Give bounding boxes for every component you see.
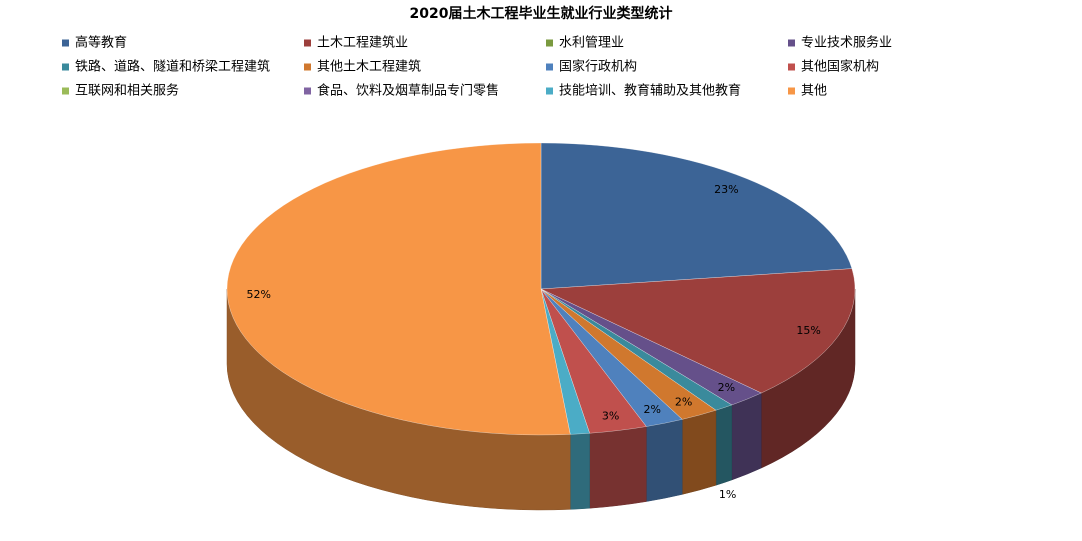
- chart-title: 2020届土木工程毕业生就业行业类型统计: [410, 5, 673, 22]
- legend-label: 食品、饮料及烟草制品专门零售: [317, 83, 499, 99]
- slice-side: [731, 392, 762, 481]
- legend-swatch: [788, 87, 795, 95]
- legend-swatch: [546, 87, 553, 95]
- legend-label: 技能培训、教育辅助及其他教育: [559, 83, 741, 99]
- slice: [540, 268, 856, 394]
- slice: [226, 142, 571, 436]
- legend-label: 其他: [801, 84, 827, 99]
- legend-swatch: [62, 87, 69, 95]
- legend-swatch: [304, 87, 311, 95]
- legend-label: 高等教育: [75, 35, 127, 51]
- legend-swatch: [304, 39, 311, 47]
- legend-swatch: [788, 63, 795, 71]
- data-label: 2%: [675, 395, 692, 408]
- legend-swatch: [546, 39, 553, 47]
- legend-swatch: [62, 63, 69, 71]
- legend-swatch: [62, 39, 69, 47]
- legend-label: 水利管理业: [559, 36, 624, 51]
- data-label: 2%: [643, 403, 660, 416]
- slice-side: [715, 404, 733, 486]
- slice-side: [681, 409, 717, 495]
- legend-label: 其他土木工程建筑: [317, 59, 421, 75]
- data-label: 3%: [602, 409, 619, 422]
- legend-swatch: [304, 63, 311, 71]
- legend-label: 互联网和相关服务: [75, 83, 179, 99]
- legend-label: 国家行政机构: [559, 59, 637, 75]
- slice: [540, 142, 853, 290]
- slice-side: [646, 419, 683, 502]
- legend-label: 其他国家机构: [801, 59, 879, 75]
- slice-side: [589, 426, 647, 509]
- data-label: 2%: [718, 381, 735, 394]
- legend-label: 专业技术服务业: [801, 35, 892, 51]
- data-label: 1%: [719, 488, 736, 501]
- legend-label: 土木工程建筑业: [317, 35, 408, 51]
- legend-swatch: [546, 63, 553, 71]
- legend-swatch: [788, 39, 795, 47]
- data-label: 15%: [796, 324, 820, 337]
- legend-label: 铁路、道路、隧道和桥梁工程建筑: [75, 59, 270, 75]
- data-label: 52%: [246, 288, 270, 301]
- slice-side: [570, 432, 590, 510]
- data-label: 23%: [714, 183, 738, 196]
